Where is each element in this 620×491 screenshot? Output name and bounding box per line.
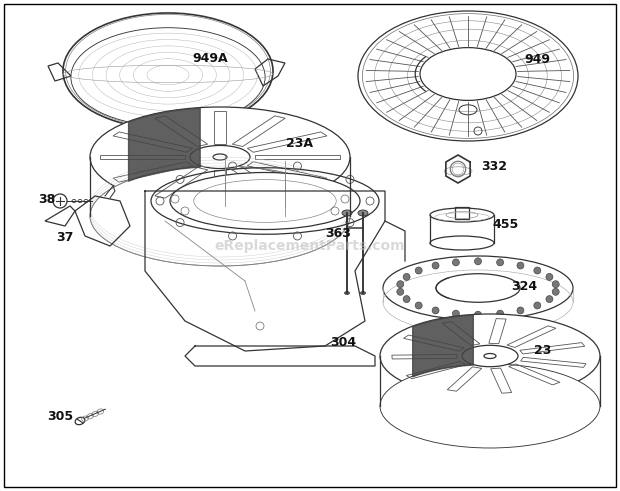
Circle shape [415, 302, 422, 309]
Bar [455, 207, 469, 219]
Text: 363: 363 [325, 226, 351, 240]
Ellipse shape [436, 273, 520, 302]
Circle shape [546, 296, 553, 302]
Text: 324: 324 [511, 279, 537, 293]
Circle shape [517, 307, 524, 314]
Circle shape [397, 281, 404, 288]
Text: 949A: 949A [192, 52, 228, 64]
Circle shape [397, 288, 404, 295]
Ellipse shape [380, 364, 600, 448]
Circle shape [497, 310, 503, 317]
Ellipse shape [420, 48, 516, 100]
Circle shape [552, 281, 559, 288]
Text: 455: 455 [492, 218, 518, 230]
Ellipse shape [345, 292, 350, 295]
Text: 332: 332 [481, 160, 507, 172]
Circle shape [432, 307, 439, 314]
Ellipse shape [90, 107, 350, 207]
Circle shape [432, 262, 439, 269]
Circle shape [415, 267, 422, 274]
Text: 37: 37 [56, 230, 73, 244]
Ellipse shape [430, 208, 494, 222]
Text: 305: 305 [47, 409, 73, 422]
Circle shape [403, 273, 410, 280]
Circle shape [534, 267, 541, 274]
Ellipse shape [190, 145, 250, 168]
Ellipse shape [462, 345, 518, 367]
Ellipse shape [360, 292, 366, 295]
Circle shape [474, 311, 482, 318]
Circle shape [497, 259, 503, 266]
Circle shape [453, 310, 459, 317]
Ellipse shape [380, 314, 600, 398]
Text: 23: 23 [534, 345, 551, 357]
Ellipse shape [430, 236, 494, 250]
Circle shape [517, 262, 524, 269]
Circle shape [552, 288, 559, 295]
Ellipse shape [170, 172, 360, 229]
Ellipse shape [90, 166, 350, 266]
Text: 38: 38 [38, 192, 55, 206]
Ellipse shape [358, 210, 368, 216]
Circle shape [474, 258, 482, 265]
Text: 949: 949 [524, 53, 550, 65]
Text: eReplacementParts.com: eReplacementParts.com [215, 239, 405, 252]
Text: 304: 304 [330, 336, 356, 350]
Ellipse shape [342, 210, 352, 216]
Text: 23A: 23A [286, 136, 313, 149]
Circle shape [534, 302, 541, 309]
Circle shape [403, 296, 410, 302]
Circle shape [546, 273, 553, 280]
Circle shape [453, 259, 459, 266]
